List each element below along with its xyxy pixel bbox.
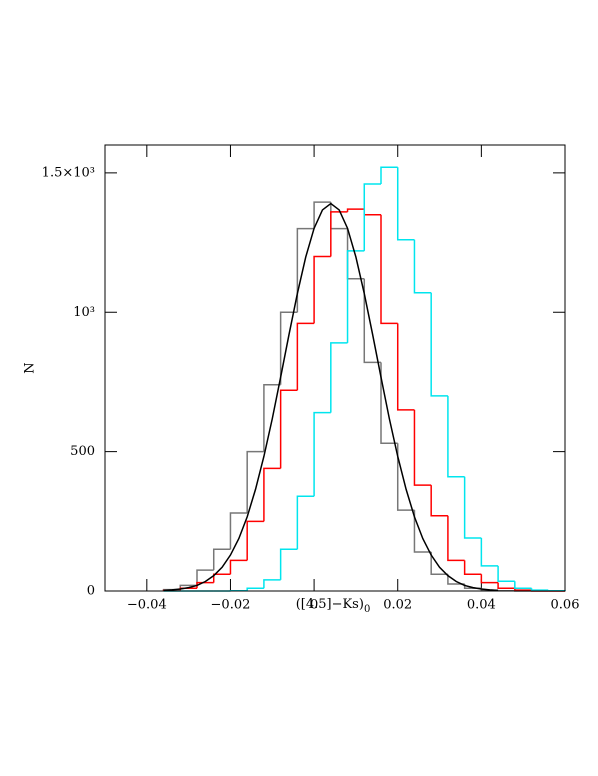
histogram-step (430, 292, 448, 397)
plot-frame (104, 144, 566, 592)
histogram-step (296, 322, 315, 391)
histogram-step (447, 395, 465, 478)
histogram-step (480, 574, 499, 584)
histogram-step (212, 573, 231, 583)
histogram-step (263, 467, 281, 522)
histogram-step (212, 548, 231, 571)
histogram-step (430, 485, 448, 517)
histogram-step (229, 512, 248, 550)
histogram-step (196, 581, 214, 589)
x-label-sub: 0 (364, 604, 370, 615)
histogram-step (447, 574, 465, 585)
histogram-step (229, 559, 248, 575)
histogram-step (346, 208, 365, 212)
histogram-step (330, 211, 348, 257)
histogram-step (497, 582, 515, 589)
y-tick-label: 10³ (73, 305, 95, 320)
histogram-step (363, 209, 381, 216)
histogram-step (514, 581, 532, 589)
x-label-main: ([4.5]−Ks) (296, 597, 364, 612)
x-tick-label: −0.02 (211, 598, 251, 613)
histogram-step (530, 588, 549, 591)
y-axis-label: N (23, 362, 38, 373)
y-tick-label: 500 (70, 444, 95, 459)
histogram-step (380, 214, 398, 325)
histogram-step (380, 166, 398, 185)
x-tick-label: −0.04 (127, 598, 167, 613)
histogram-step (263, 579, 281, 589)
histogram-step (263, 383, 281, 452)
histogram-step (396, 443, 415, 511)
histogram-step (330, 342, 348, 413)
x-tick-label: 0 (310, 598, 318, 613)
histogram-step (313, 201, 331, 229)
histogram-step (313, 411, 331, 497)
histogram-step (246, 520, 264, 561)
x-tick-label: 0.06 (551, 598, 580, 613)
y-tick-label: 1.5×10³ (42, 165, 95, 180)
x-axis-label: ([4.5]−Ks)0 (296, 597, 371, 615)
histogram-step (296, 495, 315, 550)
histogram-step (380, 362, 398, 445)
histogram-step (279, 311, 298, 385)
x-tick-label: 0.02 (383, 598, 412, 613)
histogram-step (313, 255, 331, 324)
histogram-step (413, 510, 432, 553)
gaussian-curve (163, 202, 499, 592)
histogram-step (430, 551, 448, 576)
histogram-step (196, 569, 214, 586)
histogram-step (447, 515, 465, 562)
histogram-step (246, 450, 264, 513)
histogram-step (463, 560, 482, 576)
histogram-step (396, 167, 415, 241)
histogram-step (346, 250, 365, 343)
histogram-step (279, 389, 298, 469)
histogram-step (480, 538, 499, 567)
histogram-step (413, 239, 432, 294)
histogram-step (396, 323, 415, 411)
y-tick-label: 0 (87, 584, 95, 599)
histogram-step (363, 278, 381, 364)
histogram-step (363, 183, 381, 251)
histogram-step (413, 409, 432, 486)
histogram-step (279, 548, 298, 580)
x-tick-label: 0.04 (467, 598, 496, 613)
histogram-step (246, 587, 264, 591)
histogram-step (296, 227, 315, 313)
histogram-step (497, 565, 515, 582)
histogram-step (463, 476, 482, 539)
